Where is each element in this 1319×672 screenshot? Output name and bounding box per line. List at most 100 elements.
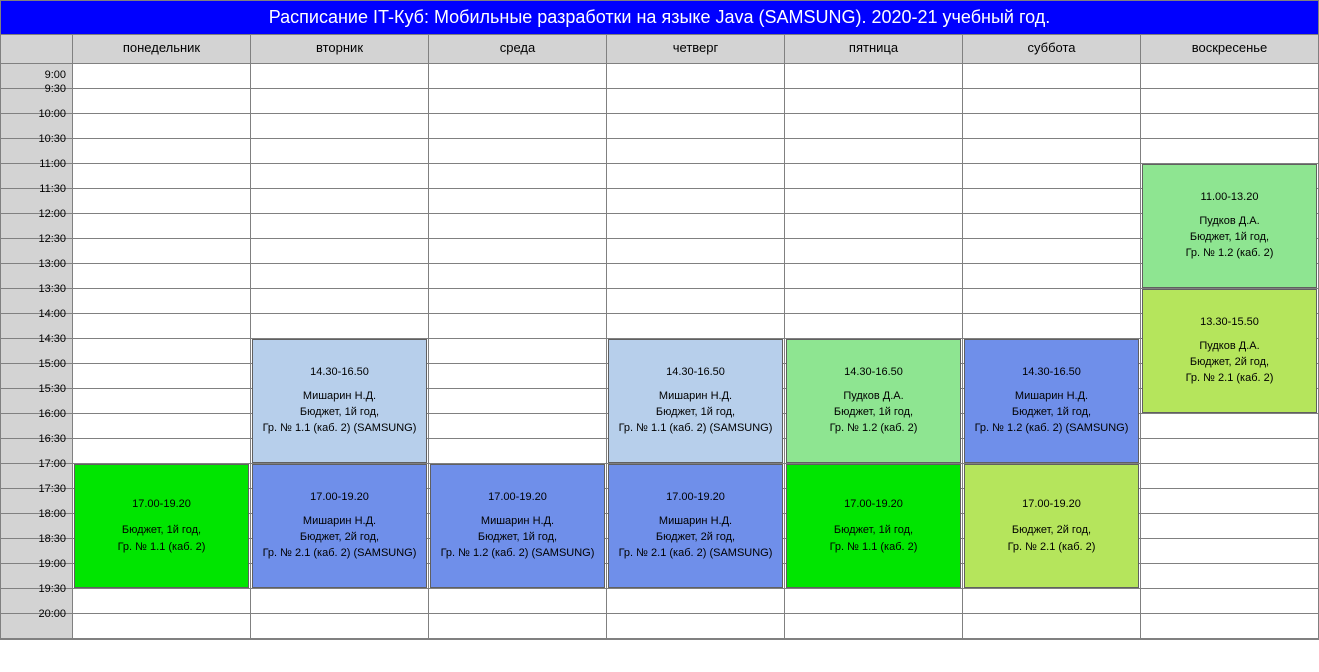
schedule-event[interactable]: 17.00-19.20 Бюджет, 2й год,Гр. № 2.1 (ка… (964, 464, 1139, 588)
grid-cell (429, 139, 606, 164)
grid-cell (429, 214, 606, 239)
grid-cell (73, 89, 250, 114)
event-time: 14.30-16.50 (255, 365, 424, 380)
grid-cell (429, 64, 606, 89)
grid-cell (73, 364, 250, 389)
grid-cell (429, 289, 606, 314)
grid-cell (429, 314, 606, 339)
grid-cell (73, 214, 250, 239)
grid-cell (73, 389, 250, 414)
grid-cell (1141, 464, 1318, 489)
event-teacher: Мишарин Н.Д. (255, 389, 424, 404)
schedule-event[interactable]: 13.30-15.50Пудков Д.А.Бюджет, 2й год,Гр.… (1142, 289, 1317, 413)
grid-cell (963, 139, 1140, 164)
event-budget: Бюджет, 1й год, (77, 523, 246, 538)
grid-cell (1141, 564, 1318, 589)
grid-cell (607, 264, 784, 289)
grid-cell (73, 614, 250, 639)
grid-cell (1141, 114, 1318, 139)
grid-cell (785, 614, 962, 639)
time-label: 10:00 (38, 108, 66, 120)
grid-cell (251, 314, 428, 339)
event-group: Гр. № 1.1 (каб. 2) (789, 540, 958, 555)
grid-cell (963, 239, 1140, 264)
grid-cell (429, 414, 606, 439)
grid-cell (607, 614, 784, 639)
day-column: 11.00-13.20Пудков Д.А.Бюджет, 1й год,Гр.… (1141, 64, 1318, 639)
time-label: 9:00 (45, 69, 66, 81)
event-group: Гр. № 1.1 (каб. 2) (SAMSUNG) (611, 421, 780, 436)
grid-cell (251, 164, 428, 189)
schedule-event[interactable]: 17.00-19.20 Бюджет, 1й год,Гр. № 1.1 (ка… (74, 464, 249, 588)
time-label: 20:00 (38, 608, 66, 620)
schedule-event[interactable]: 14.30-16.50Мишарин Н.Д.Бюджет, 1й год,Гр… (608, 339, 783, 463)
event-time: 17.00-19.20 (255, 490, 424, 505)
grid-cell (963, 314, 1140, 339)
grid-cell (963, 589, 1140, 614)
grid-cell (785, 114, 962, 139)
grid-cell (251, 189, 428, 214)
time-label: 14:00 (38, 308, 66, 320)
grid-cell (251, 114, 428, 139)
event-budget: Бюджет, 1й год, (789, 405, 958, 420)
time-label: 14:30 (38, 333, 66, 345)
event-budget: Бюджет, 1й год, (433, 530, 602, 545)
grid-cell (251, 614, 428, 639)
grid-cell (73, 439, 250, 464)
grid-body: 9:009:3010:0010:3011:0011:3012:0012:3013… (1, 64, 1318, 639)
grid-cell (607, 214, 784, 239)
time-col-header (1, 35, 73, 63)
schedule-event[interactable]: 17.00-19.20Мишарин Н.Д.Бюджет, 2й год,Гр… (608, 464, 783, 588)
grid-cell (251, 139, 428, 164)
schedule-event[interactable]: 14.30-16.50Пудков Д.А.Бюджет, 1й год,Гр.… (786, 339, 961, 463)
header-row: понедельниквторниксредачетвергпятницасуб… (1, 35, 1318, 64)
schedule-event[interactable]: 14.30-16.50Мишарин Н.Д.Бюджет, 1й год,Гр… (252, 339, 427, 463)
grid-cell (429, 239, 606, 264)
time-label: 15:00 (38, 358, 66, 370)
event-time: 17.00-19.20 (433, 490, 602, 505)
grid-cell (1141, 614, 1318, 639)
time-label: 17:30 (38, 483, 66, 495)
grid-cell (73, 589, 250, 614)
event-budget: Бюджет, 2й год, (611, 530, 780, 545)
day-header: четверг (607, 35, 785, 63)
grid-cell (73, 114, 250, 139)
event-budget: Бюджет, 1й год, (1145, 230, 1314, 245)
schedule-event[interactable]: 11.00-13.20Пудков Д.А.Бюджет, 1й год,Гр.… (1142, 164, 1317, 288)
grid-cell (429, 89, 606, 114)
schedule-event[interactable]: 17.00-19.20Мишарин Н.Д.Бюджет, 1й год,Гр… (430, 464, 605, 588)
schedule-event[interactable]: 17.00-19.20 Бюджет, 1й год,Гр. № 1.1 (ка… (786, 464, 961, 588)
grid-cell (251, 289, 428, 314)
grid-cell (73, 139, 250, 164)
event-teacher: Пудков Д.А. (1145, 214, 1314, 229)
grid-cell (429, 614, 606, 639)
day-header: понедельник (73, 35, 251, 63)
schedule-event[interactable]: 17.00-19.20Мишарин Н.Д.Бюджет, 2й год,Гр… (252, 464, 427, 588)
event-group: Гр. № 1.2 (каб. 2) (789, 421, 958, 436)
event-time: 17.00-19.20 (611, 490, 780, 505)
grid-cell (1141, 414, 1318, 439)
grid-cell (785, 139, 962, 164)
day-header: воскресенье (1141, 35, 1318, 63)
event-budget: Бюджет, 2й год, (967, 523, 1136, 538)
grid-cell (607, 89, 784, 114)
grid-cell (73, 64, 250, 89)
grid-cell (1141, 539, 1318, 564)
time-label: 13:00 (38, 258, 66, 270)
day-column: 17.00-19.20 Бюджет, 1й год,Гр. № 1.1 (ка… (73, 64, 251, 639)
event-teacher (789, 520, 958, 522)
grid-cell (73, 264, 250, 289)
day-header: среда (429, 35, 607, 63)
grid-cell (1141, 64, 1318, 89)
event-time: 17.00-19.20 (77, 497, 246, 512)
time-label: 12:30 (38, 233, 66, 245)
grid-cell (963, 64, 1140, 89)
grid-cell (607, 64, 784, 89)
grid-cell (251, 589, 428, 614)
grid-cell (73, 289, 250, 314)
grid-cell (429, 589, 606, 614)
grid-cell (785, 589, 962, 614)
schedule-event[interactable]: 14.30-16.50Мишарин Н.Д.Бюджет, 1й год,Гр… (964, 339, 1139, 463)
grid-cell (1141, 439, 1318, 464)
grid-cell (607, 314, 784, 339)
